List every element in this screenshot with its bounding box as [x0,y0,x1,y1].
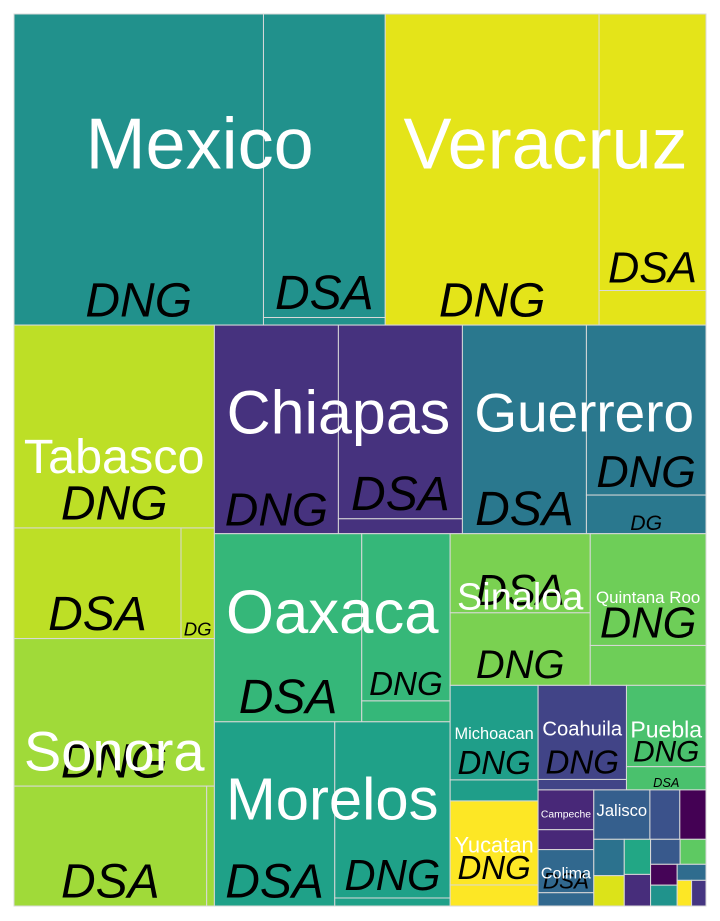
tile-colima-other [537,892,595,907]
type-label-yucatan-dng: DNG [457,849,530,886]
tile-tabasco-dsa [13,527,182,640]
type-label-coahuila-dng: DNG [545,744,619,781]
tile-unlabeled-17-other [649,789,681,840]
state-label-mexico: Mexico [86,105,314,185]
tile-unlabeled-23-other [650,838,681,865]
state-label-sinaloa: Sinaloa [457,576,584,618]
state-label-jalisco: Jalisco [597,801,648,820]
tile-coahuila-dng [537,684,627,780]
type-label-tabasco-dsa: DSA [48,588,147,641]
type-label-sinaloa-dng: DNG [476,643,565,687]
tile-oaxaca-dsa [213,533,363,723]
type-label-veracruz-dng: DNG [439,274,546,327]
type-label-sonora-dsa: DSA [61,855,160,908]
tile-mexico-dsa [262,13,386,318]
type-label-puebla-dsa: DSA [653,775,679,790]
type-labels-layer: DNG DSA DNG DSA DNG DSA DG DNG DSA DNG DSA DSA DNG DG… [48,245,699,909]
type-label-quintana-roo-dng: DNG [600,600,696,648]
tile-tabasco-dng [13,324,215,529]
type-label-oaxaca-dng: DNG [369,666,443,703]
tile-unlabeled-27-other [676,863,707,881]
type-label-colima-dsa: DSA [543,869,589,894]
state-label-tabasco: Tabasco [24,430,205,484]
type-label-puebla-dng: DNG [633,735,699,768]
type-label-chiapas-dng: DNG [225,483,328,535]
type-label-chiapas-dsa: DSA [351,468,450,521]
tiles-layer [13,13,707,907]
tile-unlabeled-20-other [593,875,625,907]
type-label-sonora-dng: DNG [61,735,168,788]
tile-sinaloa-dsa [449,533,591,614]
tile-unlabeled-26-other [650,884,678,907]
tile-michoacan-other [449,779,539,802]
type-label-mexico-dng: DNG [85,274,192,327]
state-labels-layer: Mexico Veracruz Tabasco Sonora Chiapas Guerre… [24,105,702,883]
state-label-campeche: Campeche [541,809,591,820]
type-label-mexico-dsa: DSA [275,267,374,320]
tile-unlabeled-19-other [593,838,625,877]
tile-oaxaca-other [361,700,451,723]
state-label-chiapas: Chiapas [227,379,451,447]
state-label-morelos: Morelos [226,766,439,833]
tile-unlabeled-29-other [691,879,707,907]
tile-guerrero-dng [585,324,707,496]
state-label-colima: Colima [541,864,591,882]
tile-veracruz-dsa [598,13,707,292]
tile-campeche-other [537,829,595,851]
state-label-yucatan: Yucatan [454,833,533,858]
tile-quintana-roo-dng [589,533,707,646]
tile-michoacan-dng [449,684,539,781]
tile-sonora-dsa [13,785,208,907]
type-label-veracruz-dsa: DSA [608,245,697,293]
state-label-quintana-roo: Quintana Roo [596,588,700,607]
tile-guerrero-dsa [461,324,587,535]
tile-unlabeled-24-other [679,838,707,865]
tile-unlabeled-22-other [623,873,652,907]
state-label-oaxaca: Oaxaca [226,578,439,647]
tile-chiapas-dsa [337,324,463,520]
tile-morelos-dng [334,721,451,899]
type-label-michoacan-dng: DNG [457,744,530,781]
type-label-morelos-dsa: DSA [225,855,324,908]
tile-sonora-dng [13,638,215,787]
state-label-guerrero: Guerrero [474,382,694,444]
tile-sonora-other [206,785,215,907]
type-label-guerrero-dg: DG [630,511,662,535]
tile-veracruz-other [598,290,707,326]
tile-unlabeled-18-other [679,789,707,840]
state-label-coahuila: Coahuila [542,718,622,740]
tile-puebla-dng [625,684,707,768]
type-label-guerrero-dng: DNG [596,447,696,497]
tile-jalisco-other [593,789,651,840]
tile-tabasco-dg [180,527,215,640]
type-label-tabasco-dng: DNG [61,477,168,530]
tile-unlabeled-25-other [650,863,678,886]
type-label-morelos-dng: DNG [344,852,440,900]
tile-yucatan-dng [449,800,539,886]
type-label-oaxaca-dsa: DSA [239,671,338,724]
tile-oaxaca-dng [361,533,451,702]
state-label-veracruz: Veracruz [404,105,688,185]
state-label-sonora: Sonora [24,719,205,782]
tile-quintana-roo-other [589,644,707,686]
type-label-guerrero-dsa: DSA [475,483,574,536]
tile-mexico-dng [13,13,264,326]
state-label-puebla: Puebla [630,716,702,742]
state-label-michoacan: Michoacan [455,725,534,743]
type-label-tabasco-dg: DG [184,618,212,639]
tile-sinaloa-dng [449,612,591,686]
type-label-sinaloa-dsa: DSA [475,567,564,615]
tile-unlabeled-28-other [676,879,693,907]
tile-chiapas-dng [213,324,339,535]
tile-unlabeled-21-other [623,838,652,875]
tile-yucatan-other [449,884,539,907]
tile-guerrero-dg [585,494,707,535]
tile-morelos-dsa [213,721,336,907]
